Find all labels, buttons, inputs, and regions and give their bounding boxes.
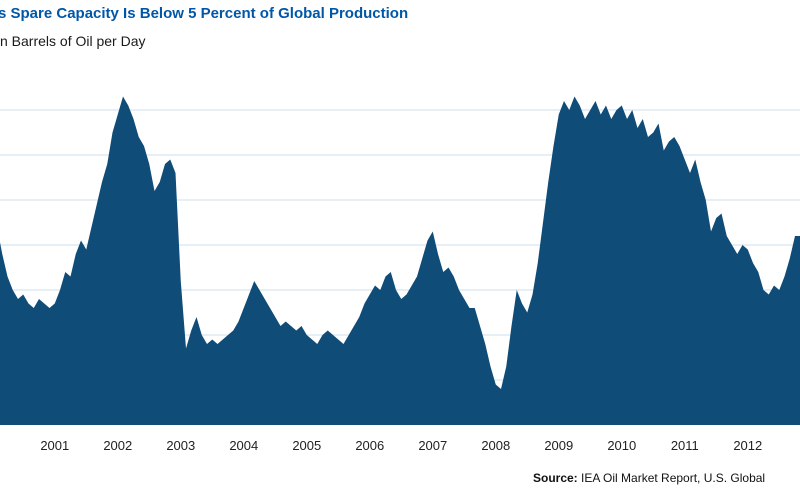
source-label: Source: [533, 471, 578, 485]
x-axis-label: 2001 [40, 438, 69, 453]
x-axis-label: 2002 [103, 438, 132, 453]
x-axis-label: 2011 [671, 438, 699, 453]
x-axis-label: 2012 [733, 438, 762, 453]
chart-title: s Spare Capacity Is Below 5 Percent of G… [0, 5, 409, 22]
x-axis-label: 2010 [607, 438, 636, 453]
source-text: IEA Oil Market Report, U.S. Global [577, 471, 766, 485]
spare-capacity-series [0, 96, 800, 425]
chart-subtitle: n Barrels of Oil per Day [0, 33, 146, 49]
x-axis-label: 2005 [292, 438, 321, 453]
x-axis-label: 2009 [544, 438, 573, 453]
x-axis-label: 2004 [229, 438, 258, 453]
x-axis-label: 2006 [355, 438, 384, 453]
source-note: Source: IEA Oil Market Report, U.S. Glob… [533, 471, 765, 485]
x-axis-label: 2007 [418, 438, 447, 453]
x-axis-label: 2003 [166, 438, 195, 453]
x-axis-label: 2008 [481, 438, 510, 453]
